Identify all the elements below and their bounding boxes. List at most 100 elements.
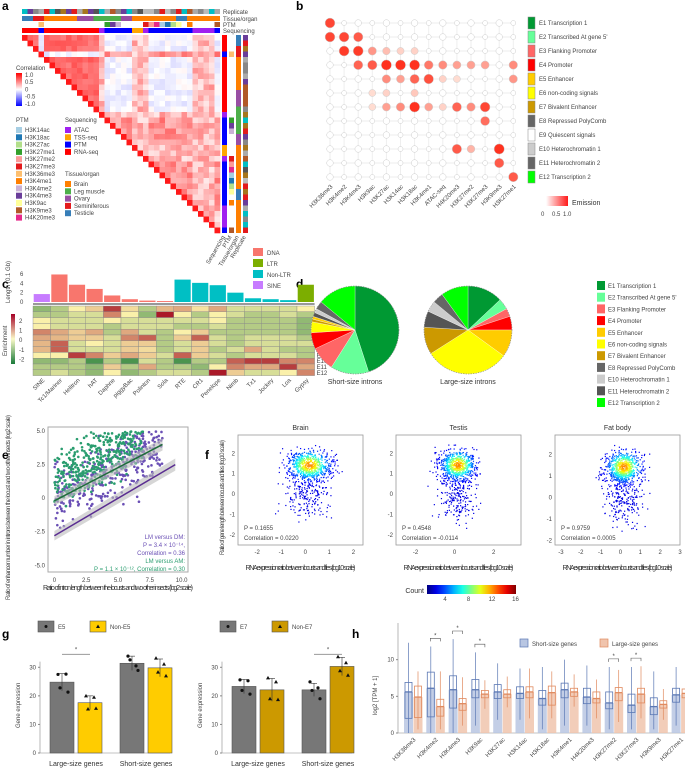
density-point [305, 467, 307, 469]
density-point [620, 452, 622, 455]
density-point [303, 457, 305, 460]
correlation-cell [148, 156, 155, 162]
density-point [440, 462, 442, 464]
emission-dot [326, 47, 334, 55]
density-point [285, 493, 287, 495]
correlation-cell [66, 46, 72, 52]
density-point [462, 476, 465, 478]
density-point [460, 456, 463, 458]
correlation-cell [82, 51, 89, 58]
density-point [620, 500, 623, 502]
density-point [290, 459, 292, 462]
density-point [447, 468, 449, 470]
point-dm [155, 435, 158, 439]
ptm-legend-title: PTM [16, 118, 29, 124]
emission-label: Emission [572, 200, 601, 207]
point-am [74, 471, 77, 474]
correlation-cell [93, 95, 100, 102]
annotation-sequencing-cell [115, 28, 121, 33]
density-point [434, 451, 436, 454]
annotation-col-replicate-cell [243, 57, 248, 63]
density-point [316, 470, 318, 472]
correlation-cell [104, 46, 111, 52]
annotation-replicate-cell [66, 9, 72, 14]
annotation-col-sequencing-cell [222, 90, 227, 96]
point-am [134, 443, 138, 447]
enrichment-cell [208, 323, 227, 330]
density-point [599, 473, 601, 475]
emission-dot [368, 103, 377, 111]
density-point [458, 464, 461, 467]
emission-dot [495, 173, 503, 181]
density-point [627, 461, 629, 463]
annotation-col-tissue-cell [236, 200, 241, 206]
density-point [316, 477, 318, 479]
density-point [460, 473, 462, 475]
correlation-cell [192, 95, 199, 102]
point-am [68, 451, 71, 454]
correlation-cell [176, 57, 182, 63]
correlation-cell [214, 123, 221, 129]
point-am [99, 453, 103, 456]
density-point [620, 479, 623, 482]
density-point [462, 459, 464, 461]
emission-dot [395, 59, 406, 71]
density-point [308, 499, 311, 501]
density-point [300, 460, 303, 462]
density-point [435, 475, 438, 478]
point-am [141, 430, 145, 434]
y-tick-label: -2.5 [35, 530, 46, 536]
density-point [446, 491, 448, 494]
legend-swatch [597, 327, 605, 337]
density-point [625, 448, 627, 450]
emission-dot [480, 116, 490, 126]
density-point [632, 448, 634, 451]
density-point [604, 512, 606, 514]
density-point [295, 463, 297, 465]
density-point [318, 453, 320, 455]
density-point [318, 460, 320, 463]
density-point [621, 460, 623, 462]
enrichment-cell [173, 352, 192, 359]
annotation-col-tissue-cell [236, 216, 241, 222]
density-point [435, 471, 437, 473]
density-point [290, 508, 292, 511]
density-point [309, 483, 311, 485]
density-point [624, 482, 626, 485]
correlation-cell [143, 95, 149, 102]
correlation-cell [93, 62, 100, 69]
density-point [454, 493, 456, 495]
point-dm [121, 485, 124, 489]
density-point [451, 454, 454, 456]
enrichment-cell [155, 369, 174, 376]
enrichment-cell [85, 334, 104, 342]
correlation-cell [203, 90, 210, 96]
enrichment-cell [173, 323, 192, 330]
correlation-cell [176, 90, 182, 96]
correlation-cell [126, 40, 133, 47]
density-point [622, 475, 625, 477]
density-point [466, 497, 468, 499]
density-point [316, 460, 318, 462]
correlation-cell [71, 62, 78, 69]
point-dm [147, 441, 151, 444]
state-label: E11 Heterochromatin 2 [539, 161, 601, 167]
density-point [458, 512, 461, 514]
density-point [289, 468, 291, 470]
legend-swatch [597, 292, 605, 302]
density-point [313, 477, 315, 480]
density-point [616, 519, 618, 521]
density-point [608, 462, 610, 465]
correlation-cell [187, 51, 193, 58]
density-point [628, 483, 630, 485]
density-point [448, 465, 450, 467]
density-point [440, 464, 442, 466]
correlation-cell [170, 128, 177, 135]
density-point [454, 463, 456, 465]
density-point [626, 484, 628, 486]
correlation-cell [198, 46, 204, 52]
density-point [618, 468, 620, 470]
density-point [464, 462, 466, 464]
point-am [75, 463, 79, 467]
density-point [624, 514, 626, 516]
